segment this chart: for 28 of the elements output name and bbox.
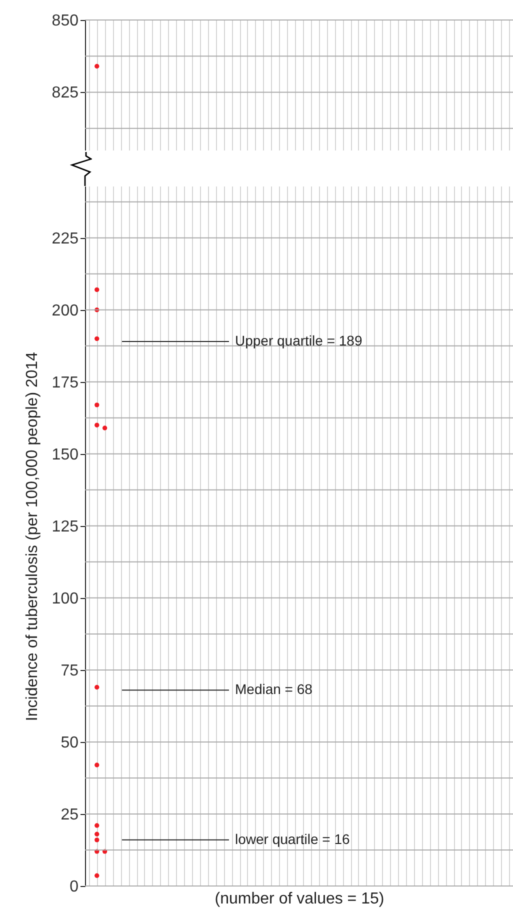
point <box>94 684 100 690</box>
y-tick-label: 100 <box>52 590 79 608</box>
y-axis-title: Incidence of tuberculosis (per 100,000 people) 2014 <box>24 352 41 722</box>
y-tick-label: 125 <box>52 518 79 536</box>
point <box>94 422 100 428</box>
ref-line-label: Upper quartile = 189 <box>235 332 362 349</box>
y-tick-label: 175 <box>52 374 79 392</box>
ref-line-label: Median = 68 <box>235 681 313 698</box>
point <box>94 336 100 342</box>
point <box>94 873 100 878</box>
point <box>94 287 100 292</box>
y-tick-label: 0 <box>70 878 79 896</box>
x-axis-title: (number of values = 15) <box>214 890 384 908</box>
point <box>94 762 100 768</box>
point <box>94 823 100 828</box>
y-tick-label: 225 <box>52 230 79 248</box>
y-tick-label: 200 <box>52 302 79 320</box>
y-tick-label: 25 <box>60 806 79 824</box>
point <box>94 402 100 408</box>
y-tick-label: 150 <box>52 446 79 464</box>
point <box>102 426 108 430</box>
ref-line-label: lower quartile = 16 <box>235 830 350 847</box>
point <box>94 838 100 842</box>
point <box>94 832 100 836</box>
y-tick-label: 75 <box>60 662 79 680</box>
y-tick-label: 850 <box>52 12 79 30</box>
y-tick-label: 50 <box>60 734 79 752</box>
y-tick-label: 825 <box>52 84 79 102</box>
